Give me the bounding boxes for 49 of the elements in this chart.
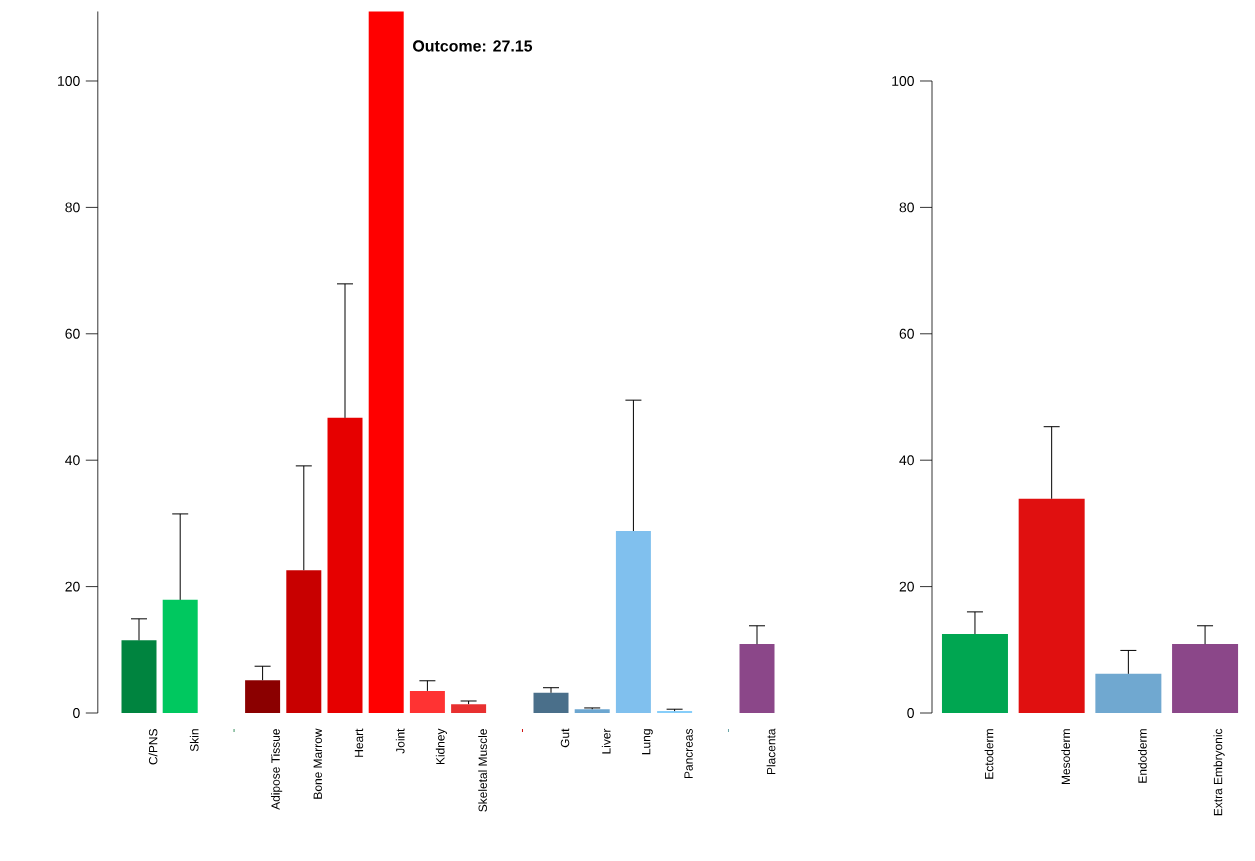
bar — [409, 690, 445, 713]
bar — [1172, 644, 1239, 713]
x-tick-label: Liver — [601, 728, 611, 754]
bar — [162, 599, 198, 713]
y-tick-label: 0 — [907, 708, 914, 718]
y-tick-label: 60 — [899, 328, 914, 339]
x-tick-label: Placenta — [766, 728, 776, 775]
x-tick-label: Joint — [395, 728, 405, 754]
bar — [574, 709, 610, 713]
x-tick-label: Skin — [189, 729, 199, 752]
bar — [121, 640, 157, 713]
x-tick-label: - — [521, 729, 523, 732]
x-tick-label: Kidney — [435, 728, 447, 765]
y-tick-label: 100 — [892, 76, 914, 86]
x-tick-label: Pancreas — [684, 728, 693, 779]
x-tick-label: Skeletal Muscle — [478, 729, 487, 812]
bar — [1095, 673, 1162, 713]
x-tick-label: Heart — [354, 728, 364, 757]
y-tick-label: 80 — [899, 202, 914, 213]
x-tick-label: Lung — [642, 729, 653, 755]
bar — [451, 704, 487, 713]
x-tick-label: - — [233, 729, 235, 732]
x-tick-label: Endoderm — [1137, 729, 1147, 783]
bar — [533, 692, 569, 713]
y-tick-label: 80 — [65, 202, 80, 213]
x-tick-label: C/PNS — [148, 729, 158, 765]
bar — [1018, 498, 1085, 713]
text: Outcome: 27.15 — [413, 40, 533, 52]
y-tick-label: 20 — [899, 581, 914, 592]
x-tick-label: Bone Marrow — [313, 728, 322, 799]
x-tick-label: Extra Embryonic — [1213, 728, 1225, 816]
bar — [615, 530, 651, 713]
bar — [327, 417, 363, 713]
bar — [286, 570, 322, 713]
y-tick-label: 40 — [899, 455, 914, 466]
bar — [368, 11, 404, 713]
x-tick-label: Gut — [560, 728, 570, 748]
y-tick-label: 100 — [58, 76, 80, 86]
x-tick-label: Mesoderm — [1061, 729, 1071, 785]
y-tick-label: 60 — [65, 328, 80, 339]
x-tick-label: - — [727, 729, 729, 732]
x-tick-label: Adipose Tissue — [271, 729, 283, 810]
y-tick-label: 40 — [65, 455, 80, 466]
y-tick-label: 20 — [65, 581, 80, 592]
bar — [739, 644, 775, 713]
bar — [941, 634, 1008, 713]
y-tick-label: 0 — [73, 708, 80, 718]
x-tick-label: Ectoderm — [984, 729, 994, 779]
bar — [245, 680, 281, 713]
